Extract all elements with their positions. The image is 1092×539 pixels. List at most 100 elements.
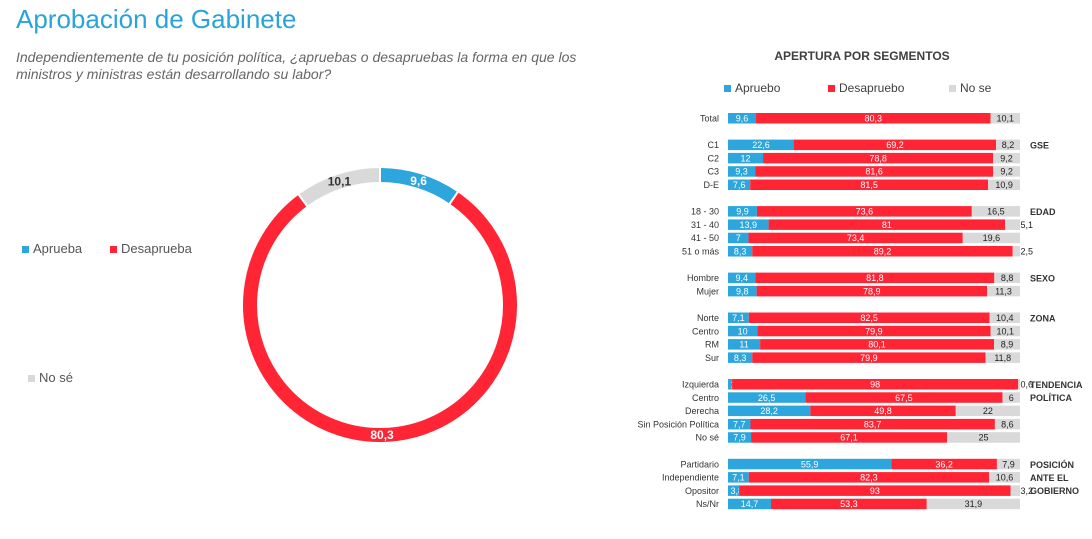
segment-value-label: 67,1 [840, 433, 858, 443]
segment-row-label: Ns/Nr [696, 499, 719, 509]
segment-bar [805, 392, 1003, 403]
segment-bar [990, 325, 1020, 337]
segment-bar [994, 272, 1020, 284]
segment-bar [728, 246, 753, 257]
donut-chart: 9,6 80,3 10,1 [241, 165, 519, 444]
segment-value-label: 53,3 [840, 499, 858, 509]
segment-bar [752, 246, 1013, 257]
segment-bar [955, 405, 1020, 417]
segment-bar [728, 472, 749, 483]
segment-value-label: 6 [1009, 393, 1014, 403]
segment-value-label: 10,1 [996, 114, 1014, 124]
legend-aprueba: Aprueba [22, 241, 82, 256]
segment-value-label: 81,8 [866, 273, 884, 283]
segment-bar [756, 285, 988, 297]
donut-data-label: 80,3 [370, 428, 394, 442]
legend-aprueba-swatch [22, 246, 29, 254]
segment-bar [728, 312, 749, 323]
segment-row-label: Centro [692, 326, 719, 336]
segment-row-label: D-E [704, 180, 720, 190]
segment-row-label: 41 - 50 [691, 233, 719, 243]
segment-value-label: 82,3 [860, 473, 878, 483]
donut-data-label: 9,6 [410, 174, 427, 188]
segments-legend-label: No se [960, 81, 992, 95]
segment-value-label: 0,6 [1021, 380, 1034, 390]
segment-value-label: 7 [736, 233, 741, 243]
segment-value-label: 9,2 [1000, 153, 1013, 163]
segment-bar [755, 272, 995, 284]
segment-value-label: 82,5 [860, 313, 878, 323]
legend-nose: No sé [28, 370, 73, 385]
segment-bar [750, 179, 989, 190]
segment-value-label: 9,6 [736, 114, 749, 124]
segments-legend-swatch [828, 85, 835, 92]
segment-bar [748, 232, 963, 244]
segment-value-label: 5,1 [1021, 220, 1034, 230]
segment-row-label: Izquierda [682, 380, 719, 390]
segment-bar [728, 285, 757, 297]
segment-bar [962, 232, 1020, 244]
segment-row-label: Hombre [687, 273, 719, 283]
segment-bar [739, 485, 1011, 496]
segment-value-label: 8,8 [1001, 273, 1014, 283]
segment-bar [728, 379, 733, 390]
segment-value-label: 78,9 [863, 286, 881, 296]
segment-row-label: Opositor [685, 486, 719, 496]
segment-bar [728, 325, 758, 337]
segment-value-label: 36,2 [935, 459, 953, 469]
segment-row-label: Total [700, 114, 719, 124]
segment-row-label: Independiente [662, 473, 719, 483]
segment-value-label: 98 [870, 380, 880, 390]
segment-row-label: 18 - 30 [691, 207, 719, 217]
segment-value-label: 11,8 [994, 353, 1011, 363]
segment-value-label: 49,8 [874, 406, 892, 416]
segment-value-label: 80,1 [868, 340, 886, 350]
segment-bar [728, 232, 749, 244]
segment-bar [1012, 246, 1020, 257]
segment-bar [985, 352, 1020, 363]
segment-bar [926, 498, 1020, 510]
segment-value-label: 9,8 [736, 286, 749, 296]
segment-value-label: 7,1 [732, 473, 745, 483]
segment-value-label: 13,9 [740, 220, 758, 230]
segment-row-label: 51 o más [682, 247, 720, 257]
segment-bar [728, 219, 769, 230]
segment-bar [1010, 485, 1020, 496]
segment-value-label: 78,8 [869, 153, 887, 163]
segment-value-label: 55,9 [801, 459, 819, 469]
segment-value-label: 9,4 [735, 273, 748, 283]
segment-bar [768, 219, 1006, 230]
segment-value-label: 81 [882, 220, 892, 230]
legend-aprueba-label: Aprueba [33, 241, 83, 256]
page-title: Aprobación de Gabinete [16, 4, 297, 34]
segment-value-label: 26,5 [758, 393, 776, 403]
segment-value-label: 10 [738, 326, 748, 336]
segment-value-label: 7,9 [733, 433, 746, 443]
segment-bar [728, 405, 811, 417]
segment-bar [748, 312, 990, 323]
segment-bar [757, 325, 991, 337]
segment-row-label: Centro [692, 393, 719, 403]
segment-bar [989, 472, 1020, 483]
segment-value-label: 12 [741, 153, 751, 163]
segment-bar [987, 285, 1020, 297]
segment-value-label: 8,3 [734, 353, 747, 363]
legend-desaprueba-label: Desaprueba [121, 241, 192, 256]
segment-value-label: 8,6 [1001, 419, 1014, 429]
segment-value-label: 16,5 [987, 207, 1005, 217]
donut-slice-desaprueba [241, 189, 519, 444]
segment-value-label: 10,1 [996, 326, 1014, 336]
segment-value-label: 93 [870, 486, 880, 496]
segment-bar [728, 485, 740, 496]
segment-bar [994, 339, 1020, 350]
segment-value-label: 7,7 [733, 419, 746, 429]
segments-chart: APERTURA POR SEGMENTOS Apruebo Desapruebo N… [637, 49, 1083, 510]
segment-bar [728, 352, 753, 363]
segment-value-label: 8,2 [1002, 140, 1015, 150]
segment-value-label: 2,5 [1021, 247, 1034, 257]
segment-group-label: EDAD [1030, 207, 1056, 217]
segment-value-label: 9,2 [1000, 167, 1013, 177]
segment-bar [732, 379, 1019, 390]
segment-value-label: 80,3 [865, 114, 883, 124]
segment-bar [728, 339, 761, 350]
